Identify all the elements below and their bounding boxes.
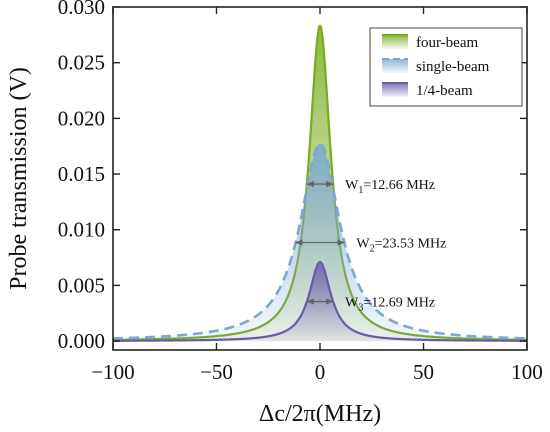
legend-swatch-single-beam xyxy=(382,59,408,73)
y-tick-label: 0.025 xyxy=(58,51,105,75)
x-tick-label: 50 xyxy=(413,360,434,384)
x-tick-label: 0 xyxy=(315,360,326,384)
x-tick-label: −100 xyxy=(91,360,134,384)
y-tick-label: 0.000 xyxy=(58,329,105,353)
x-tick-label: −50 xyxy=(200,360,233,384)
legend-label-1-4-beam: 1/4-beam xyxy=(416,83,473,99)
y-axis-label: Probe transmission (V) xyxy=(6,67,32,290)
y-tick-label: 0.030 xyxy=(58,0,105,19)
y-tick-label: 0.005 xyxy=(58,273,105,297)
annotations: W1=12.66 MHz W2=23.53 MHz W3=12.69 MHz xyxy=(294,178,446,314)
x-tick-label: 100 xyxy=(511,360,543,384)
legend-swatch-four-beam xyxy=(382,35,408,49)
x-axis-label: Δc/2π(MHz) xyxy=(259,401,381,427)
y-tick-label: 0.020 xyxy=(58,106,105,130)
legend-swatch-1-4-beam xyxy=(382,83,408,97)
legend-label-four-beam: four-beam xyxy=(416,35,479,51)
legend: four-beam single-beam 1/4-beam xyxy=(369,27,523,107)
series-line-1-4-beam xyxy=(113,260,527,342)
axis-ticks: −100 −50 0 50 100 0.000 0.005 0.010 0.015 0.020 0.… xyxy=(58,0,543,384)
series-line-single-beam xyxy=(113,142,527,340)
legend-label-single-beam: single-beam xyxy=(416,59,490,75)
y-tick-label: 0.015 xyxy=(58,162,105,186)
width-label-3: W3=12.69 MHz xyxy=(345,296,435,314)
y-tick-label: 0.010 xyxy=(58,218,105,242)
width-label-1: W1=12.66 MHz xyxy=(345,178,435,196)
width-label-2: W2=23.53 MHz xyxy=(356,237,446,255)
